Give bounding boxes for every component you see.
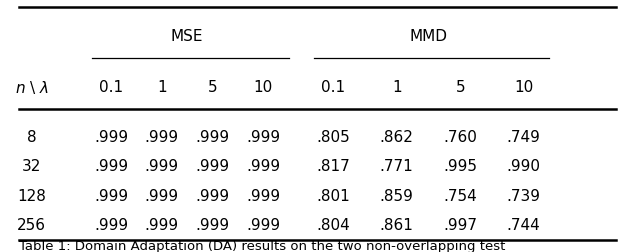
Text: .999: .999 <box>196 130 230 145</box>
Text: MMD: MMD <box>410 29 447 44</box>
Text: .801: .801 <box>316 188 350 203</box>
Text: .744: .744 <box>507 217 541 232</box>
Text: .804: .804 <box>316 217 350 232</box>
Text: 8: 8 <box>27 130 36 145</box>
Text: .999: .999 <box>246 159 280 174</box>
Text: 5: 5 <box>208 79 218 94</box>
Text: .817: .817 <box>316 159 350 174</box>
Text: .990: .990 <box>507 159 541 174</box>
Text: 128: 128 <box>17 188 46 203</box>
Text: .805: .805 <box>316 130 350 145</box>
Text: .861: .861 <box>380 217 413 232</box>
Text: 5: 5 <box>456 79 465 94</box>
Text: .999: .999 <box>246 217 280 232</box>
Text: .999: .999 <box>94 130 128 145</box>
Text: .999: .999 <box>145 159 179 174</box>
Text: .999: .999 <box>94 188 128 203</box>
Text: 0.1: 0.1 <box>99 79 123 94</box>
Text: 32: 32 <box>22 159 42 174</box>
Text: .995: .995 <box>443 159 477 174</box>
Text: Table 1: Domain Adaptation (DA) results on the two non-overlapping test: Table 1: Domain Adaptation (DA) results … <box>19 239 506 252</box>
Text: 10: 10 <box>254 79 273 94</box>
Text: .999: .999 <box>196 217 230 232</box>
Text: .754: .754 <box>444 188 477 203</box>
Text: MSE: MSE <box>171 29 204 44</box>
Text: .997: .997 <box>443 217 477 232</box>
Text: .999: .999 <box>145 188 179 203</box>
Text: .749: .749 <box>507 130 541 145</box>
Text: 1: 1 <box>157 79 166 94</box>
Text: .859: .859 <box>380 188 413 203</box>
Text: 10: 10 <box>514 79 533 94</box>
Text: .999: .999 <box>145 217 179 232</box>
Text: $n\ \backslash\ \lambda$: $n\ \backslash\ \lambda$ <box>15 78 49 96</box>
Text: .999: .999 <box>246 130 280 145</box>
Text: .999: .999 <box>246 188 280 203</box>
Text: .862: .862 <box>380 130 413 145</box>
Text: .999: .999 <box>196 188 230 203</box>
Text: 1: 1 <box>392 79 401 94</box>
Text: .760: .760 <box>444 130 477 145</box>
Text: .771: .771 <box>380 159 413 174</box>
Text: 256: 256 <box>17 217 46 232</box>
Text: .999: .999 <box>145 130 179 145</box>
Text: 0.1: 0.1 <box>321 79 346 94</box>
Text: .999: .999 <box>94 217 128 232</box>
Text: .739: .739 <box>507 188 541 203</box>
Text: .999: .999 <box>196 159 230 174</box>
Text: .999: .999 <box>94 159 128 174</box>
